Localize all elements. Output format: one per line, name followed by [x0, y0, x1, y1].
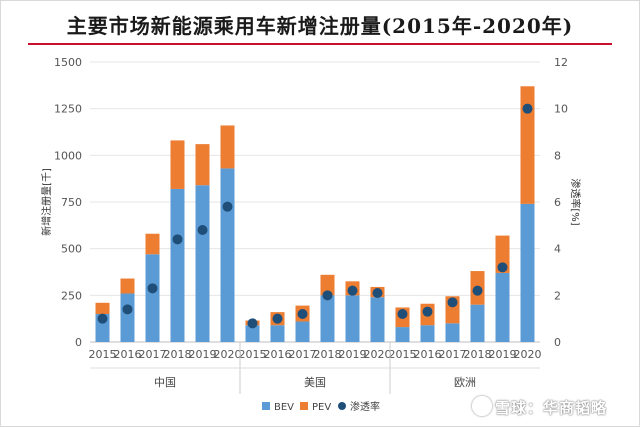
bar-pev: [195, 144, 210, 186]
snowball-logo-icon: [472, 396, 492, 416]
right-tick-label: 2: [554, 289, 561, 302]
penetration-point: [247, 318, 258, 329]
x-tick-label: 2015: [389, 348, 417, 361]
penetration-point: [272, 313, 283, 324]
legend-swatch-penetration: [338, 402, 346, 410]
bar-pev: [220, 125, 235, 169]
group-label: 中国: [154, 376, 176, 389]
x-tick-label: 2019: [489, 348, 517, 361]
group-label: 欧洲: [454, 376, 476, 389]
legend-swatch-bev: [262, 402, 270, 410]
right-tick-label: 6: [554, 196, 561, 209]
left-tick-label: 250: [61, 289, 82, 302]
penetration-point: [97, 313, 108, 324]
x-tick-label: 2020: [364, 348, 392, 361]
y-axis-right-title: 渗透率[%]: [569, 178, 582, 225]
bar-pev: [495, 235, 510, 273]
bar-pev: [170, 140, 185, 189]
bar-bev: [170, 188, 185, 342]
left-tick-label: 1500: [54, 56, 82, 69]
x-tick-label: 2019: [189, 348, 217, 361]
right-tick-label: 0: [554, 336, 561, 349]
bar-pev: [320, 274, 335, 296]
penetration-point: [372, 288, 383, 298]
x-tick-label: 2017: [139, 348, 167, 361]
bar-bev: [445, 323, 460, 342]
right-tick-label: 4: [554, 243, 561, 256]
x-tick-label: 2017: [439, 348, 467, 361]
penetration-point: [222, 201, 233, 212]
chart-title: 主要市场新能源乘用车新增注册量(2015年-2020年): [66, 14, 574, 38]
left-tick-label: 0: [75, 336, 82, 349]
x-tick-label: 2018: [314, 348, 342, 361]
x-tick-label: 2016: [114, 348, 142, 361]
penetration-point: [322, 290, 333, 301]
bar-pev: [95, 302, 110, 314]
bar-bev: [270, 325, 285, 342]
right-tick-label: 10: [554, 103, 568, 116]
penetration-point: [147, 283, 158, 294]
penetration-point: [447, 297, 458, 308]
y-axis-left-title: 新增注册量[千]: [40, 168, 53, 236]
bar-bev: [245, 325, 260, 342]
bar-bev: [120, 293, 135, 342]
x-tick-label: 2016: [264, 348, 292, 361]
title-underline: [28, 43, 612, 45]
bar-bev: [195, 185, 210, 342]
penetration-point: [472, 285, 483, 296]
penetration-point: [497, 262, 508, 273]
bar-bev: [220, 168, 235, 342]
penetration-point: [397, 309, 408, 319]
x-tick-label: 2015: [89, 348, 117, 361]
penetration-point: [197, 225, 208, 235]
right-tick-label: 12: [554, 56, 568, 69]
bar-bev: [295, 321, 310, 342]
bar-bev: [370, 297, 385, 342]
group-label: 美国: [304, 376, 326, 389]
penetration-point: [172, 234, 183, 245]
penetration-point: [422, 306, 433, 317]
legend-label-bev: BEV: [274, 402, 294, 413]
x-tick-label: 2019: [339, 348, 367, 361]
penetration-point: [347, 285, 358, 296]
bar-bev: [495, 272, 510, 342]
left-tick-label: 750: [61, 196, 82, 209]
legend-swatch-pev: [300, 402, 308, 410]
bar-pev: [145, 233, 160, 255]
penetration-point: [522, 103, 533, 114]
watermark-text: 雪球：华商韬略: [495, 399, 608, 417]
x-tick-label: 2020: [214, 348, 242, 361]
right-tick-label: 8: [554, 149, 561, 162]
x-tick-label: 2015: [239, 348, 267, 361]
bar-bev: [345, 295, 360, 342]
legend-label-penetration: 渗透率: [350, 400, 380, 413]
penetration-point: [297, 309, 308, 319]
watermark: 雪球：华商韬略: [472, 396, 607, 418]
bar-bev: [470, 304, 485, 342]
left-tick-label: 1250: [54, 103, 82, 116]
bar-pev: [120, 278, 135, 294]
left-tick-label: 1000: [54, 149, 82, 162]
x-tick-label: 2016: [414, 348, 442, 361]
x-tick-label: 2018: [164, 348, 192, 361]
bar-pev: [520, 86, 535, 204]
bar-bev: [520, 203, 535, 342]
legend-label-pev: PEV: [312, 402, 331, 413]
x-tick-label: 2018: [464, 348, 492, 361]
bar-bev: [395, 327, 410, 342]
bar-bev: [320, 295, 335, 342]
x-tick-label: 2020: [514, 348, 542, 361]
x-tick-label: 2017: [289, 348, 317, 361]
bar-bev: [145, 254, 160, 342]
bar-bev: [420, 325, 435, 342]
penetration-point: [122, 304, 133, 315]
left-tick-label: 500: [61, 243, 82, 256]
